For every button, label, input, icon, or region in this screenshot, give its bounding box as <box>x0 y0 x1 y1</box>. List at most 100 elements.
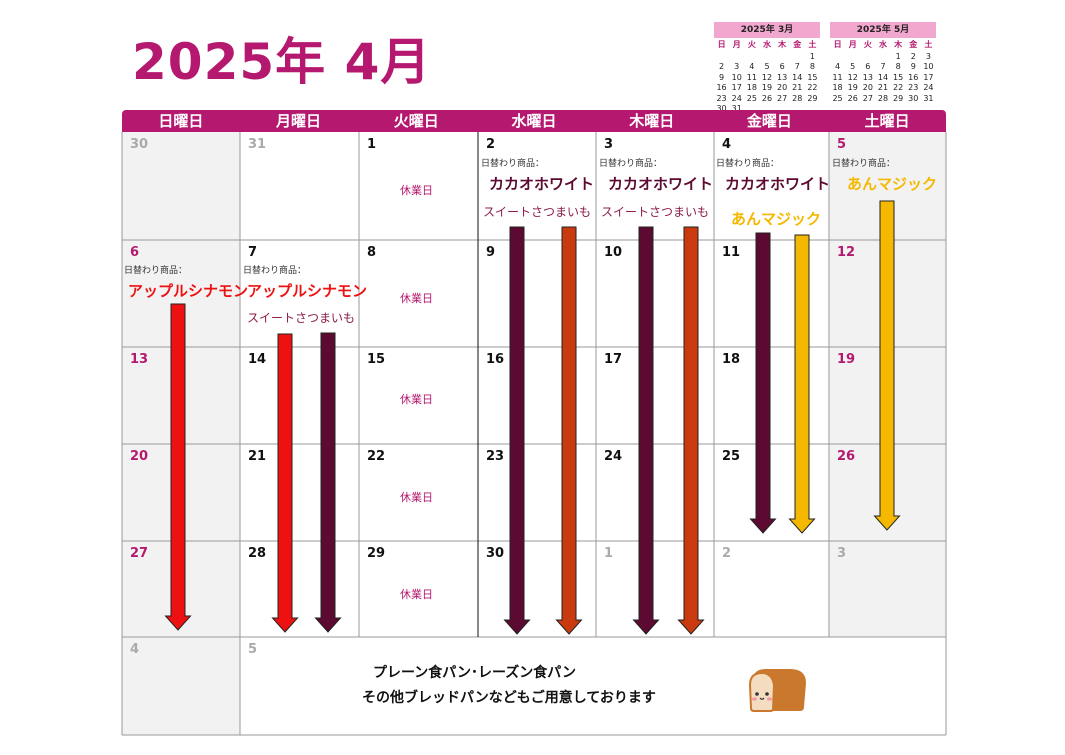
product-apple-cinnamon: アップルシナモン <box>247 282 368 300</box>
mini-day: 3 <box>734 62 740 72</box>
cacao-arrow <box>632 226 660 635</box>
mini-calendar-may: 2025年 5月 日月火水木金土 1 2 3 4 5 6 7 8 9 10 11 12 13 14 15 16… <box>830 22 936 104</box>
mini-day: 20 <box>862 83 873 93</box>
product-anmagic: あんマジック <box>847 175 938 193</box>
weekday-tue: 火曜日 <box>393 112 439 130</box>
day-number: 3 <box>837 546 847 561</box>
mini-weekday: 金 <box>909 40 918 49</box>
mini-day: 1 <box>809 52 815 61</box>
mini-day: 5 <box>764 62 770 72</box>
day-number: 14 <box>248 352 267 367</box>
mini-day: 6 <box>865 62 871 72</box>
mini-day: 9 <box>719 72 725 82</box>
mini-day: 23 <box>908 83 919 93</box>
sweet-potato-arrow <box>314 332 342 633</box>
sweet-potato-arrow <box>555 226 583 635</box>
day-number: 3 <box>604 137 614 152</box>
product-anmagic: あんマジック <box>731 210 822 228</box>
mini-weekday: 火 <box>747 40 756 49</box>
anmagic-arrow <box>788 234 816 534</box>
mini-day: 28 <box>877 93 889 103</box>
mini-weekday: 木 <box>894 40 903 49</box>
weekend-cell <box>122 132 240 240</box>
day-number: 11 <box>722 245 741 260</box>
mini-day: 15 <box>893 72 904 82</box>
mini-day: 25 <box>746 93 757 103</box>
day-number: 30 <box>486 546 505 561</box>
bread-icon <box>748 669 806 712</box>
mini-day: 7 <box>880 62 886 72</box>
mini-day: 18 <box>832 83 843 93</box>
weekday-thu: 木曜日 <box>629 112 675 130</box>
day-number: 18 <box>722 352 741 367</box>
mini-weekday: 金 <box>793 40 802 49</box>
product-cacao-white: カカオホワイト <box>608 175 714 193</box>
mini-day: 13 <box>777 72 788 82</box>
mini-day: 2 <box>910 52 916 61</box>
day-number: 16 <box>486 352 505 367</box>
mini-day: 9 <box>910 62 916 72</box>
cacao-arrow <box>749 232 777 534</box>
daily-label: 日替わり商品： <box>124 266 188 276</box>
day-number: 20 <box>130 449 149 464</box>
day-number: 2 <box>722 546 732 561</box>
apple-cinnamon-arrow <box>271 333 299 633</box>
product-sweet-potato: スイートさつまいも <box>483 205 592 219</box>
mini-weekday: 木 <box>778 40 787 49</box>
day-number: 22 <box>367 449 386 464</box>
day-number: 23 <box>486 449 505 464</box>
mini-day: 1 <box>895 52 901 61</box>
closed-label: 休業日 <box>400 292 433 305</box>
closed-label: 休業日 <box>400 184 433 197</box>
day-number: 6 <box>130 245 140 260</box>
daily-label: 日替わり商品： <box>481 159 545 169</box>
closed-label: 休業日 <box>400 393 433 406</box>
mini-calendar-days: 1 2 3 4 5 6 7 8 9 10 11 12 13 14 15 16 17 18 19 20 21 22 23 24 2… <box>830 52 936 104</box>
mini-day: 17 <box>923 72 934 82</box>
mini-calendar-header: 2025年 3月 <box>714 22 820 38</box>
mini-calendar-march: 2025年 3月 日月火水木金土 1 2 3 4 5 6 7 8 9 10 11 12 13 14 15 16… <box>714 22 820 114</box>
mini-day: 11 <box>832 72 843 82</box>
mini-day: 28 <box>792 93 803 103</box>
daily-label: 日替わり商品： <box>599 159 663 169</box>
mini-day: 30 <box>908 93 919 103</box>
mini-day: 22 <box>807 83 818 93</box>
mini-day: 11 <box>746 72 757 82</box>
closed-label: 休業日 <box>400 491 433 504</box>
mini-day: 6 <box>779 62 785 72</box>
mini-day: 16 <box>908 72 919 82</box>
mini-day: 21 <box>877 83 889 93</box>
mini-day: 19 <box>761 83 773 93</box>
mini-day: 18 <box>746 83 757 93</box>
sweet-potato-arrow <box>677 226 705 635</box>
anmagic-arrow <box>873 200 901 531</box>
mini-day: 31 <box>731 104 742 114</box>
mini-day: 17 <box>731 83 742 93</box>
mini-weekday: 火 <box>863 40 872 49</box>
mini-day: 31 <box>923 93 934 103</box>
mini-day: 3 <box>925 52 931 61</box>
mini-weekday: 水 <box>878 40 887 49</box>
mini-day: 12 <box>847 72 858 82</box>
weekday-wed: 水曜日 <box>511 112 557 130</box>
mini-day: 25 <box>832 93 843 103</box>
day-number: 29 <box>367 546 386 561</box>
product-cacao-white: カカオホワイト <box>489 175 595 193</box>
page-title: 2025年 4月 <box>132 33 432 91</box>
weekend-cell <box>122 637 240 735</box>
mini-day: 20 <box>777 83 788 93</box>
mini-weekday: 水 <box>762 40 771 49</box>
product-cacao-white: カカオホワイト <box>725 175 831 193</box>
product-sweet-potato: スイートさつまいも <box>601 205 710 219</box>
mini-weekday: 土 <box>924 40 933 49</box>
cacao-arrow <box>503 226 531 635</box>
day-number: 15 <box>367 352 386 367</box>
mini-weekday: 月 <box>848 40 857 49</box>
mini-day: 10 <box>923 62 934 72</box>
mini-day: 8 <box>895 62 901 72</box>
mini-day: 24 <box>923 83 934 93</box>
weekday-header: 日曜日 月曜日 火曜日 水曜日 木曜日 金曜日 土曜日 <box>122 110 946 132</box>
product-sweet-potato: スイートさつまいも <box>247 311 356 325</box>
mini-day: 21 <box>792 83 803 93</box>
mini-day: 5 <box>850 62 856 72</box>
